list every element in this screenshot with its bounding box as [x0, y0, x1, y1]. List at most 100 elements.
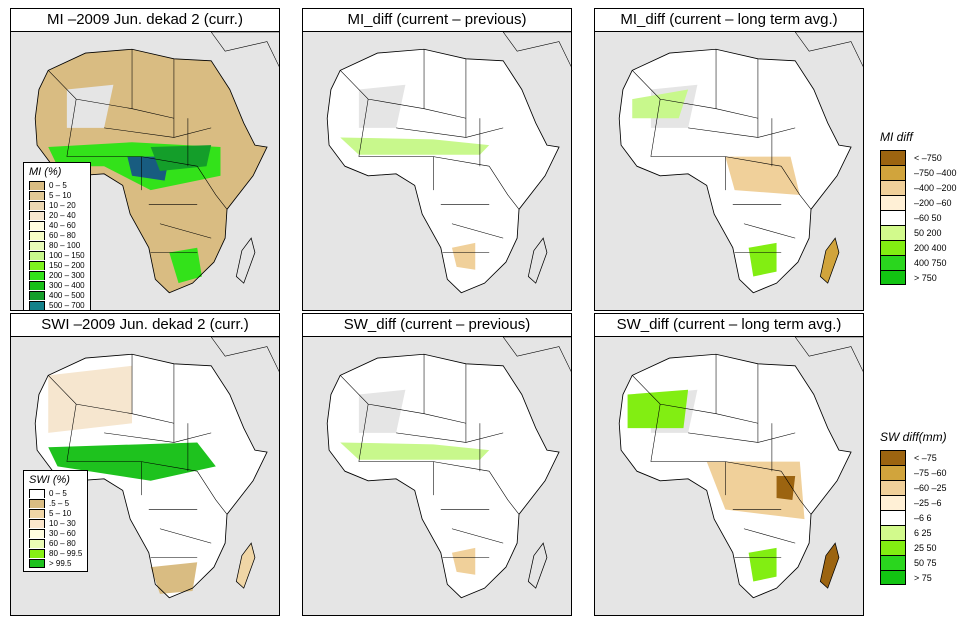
legend-item: < –750	[880, 150, 957, 165]
legend-swatch	[880, 210, 906, 225]
legend-swatch	[880, 480, 906, 495]
panel-title: MI_diff (current – long term avg.)	[594, 8, 864, 32]
legend-label: 5 – 10	[49, 508, 72, 518]
legend-item: > 700	[29, 310, 85, 311]
legend-item: 50 200	[880, 225, 957, 240]
legend-label: –400 –200	[914, 182, 957, 193]
legend-label: 200 – 300	[49, 270, 85, 280]
legend-label: .5 – 5	[49, 498, 70, 508]
legend-label: –60 50	[914, 212, 942, 223]
legend-item: > 750	[880, 270, 957, 285]
legend-item: 100 – 150	[29, 250, 85, 260]
legend-label: > 750	[914, 272, 937, 283]
legend-swatch	[880, 510, 906, 525]
legend-label: 0 – 5	[49, 180, 67, 190]
sw-diff-legend: SW diff(mm) < –75 –75 –60 –60 –25 –25 –6 –6 …	[880, 430, 947, 585]
legend-label: 200 400	[914, 242, 947, 253]
legend-label: 150 – 200	[49, 260, 85, 270]
legend-label: 20 – 40	[49, 210, 76, 220]
legend-swatch	[29, 548, 45, 558]
legend-item: 200 400	[880, 240, 957, 255]
africa-map	[302, 32, 572, 311]
legend-item: 60 – 80	[29, 538, 82, 548]
legend-label: 50 200	[914, 227, 942, 238]
legend-item: 300 – 400	[29, 280, 85, 290]
legend-item: 20 – 40	[29, 210, 85, 220]
legend-label: 500 – 700	[49, 300, 85, 310]
legend-item: –60 –25	[880, 480, 947, 495]
legend-swatch	[29, 508, 45, 518]
legend-label: < –75	[914, 452, 937, 463]
legend-item: > 99.5	[29, 558, 82, 568]
legend-swatch	[29, 210, 45, 220]
legend-label: 25 50	[914, 542, 937, 553]
legend-item: > 75	[880, 570, 947, 585]
legend-title: SWI (%)	[29, 474, 70, 486]
legend-swatch	[29, 190, 45, 200]
legend-label: 40 – 60	[49, 220, 76, 230]
legend-item: 30 – 60	[29, 528, 82, 538]
legend-label: –25 –6	[914, 497, 942, 508]
legend-item: 10 – 30	[29, 518, 82, 528]
legend-item: –75 –60	[880, 465, 947, 480]
sw-diff-legend-title: SW diff(mm)	[880, 430, 947, 444]
map-panel: SWI –2009 Jun. dekad 2 (curr.) SWI (%) 0 –…	[10, 313, 280, 616]
legend-label: > 75	[914, 572, 932, 583]
legend-item: 6 25	[880, 525, 947, 540]
legend-swatch	[880, 150, 906, 165]
legend-swatch	[29, 300, 45, 310]
legend-label: –750 –400	[914, 167, 957, 178]
mi-diff-legend: MI diff < –750 –750 –400 –400 –200 –200 –60…	[880, 130, 957, 285]
mi-diff-legend-title: MI diff	[880, 130, 913, 144]
legend-item: 5 – 10	[29, 190, 85, 200]
map-panel: MI –2009 Jun. dekad 2 (curr.) MI (%) 0 – 5…	[10, 8, 280, 311]
legend-swatch	[880, 195, 906, 210]
legend-label: > 99.5	[49, 558, 72, 568]
map-panel: SW_diff (current – previous)	[302, 313, 572, 616]
legend-label: < –750	[914, 152, 942, 163]
legend-swatch	[880, 570, 906, 585]
legend-title: MI (%)	[29, 166, 62, 178]
legend-item: 0 – 5	[29, 180, 85, 190]
legend-item: < –75	[880, 450, 947, 465]
legend-item: 60 – 80	[29, 230, 85, 240]
legend-label: 5 – 10	[49, 190, 72, 200]
africa-map	[594, 337, 864, 616]
legend-swatch	[880, 555, 906, 570]
legend-item: –60 50	[880, 210, 957, 225]
legend-swatch	[29, 270, 45, 280]
legend-label: 300 – 400	[49, 280, 85, 290]
legend-item: 400 750	[880, 255, 957, 270]
legend-swatch	[880, 180, 906, 195]
legend-swatch	[880, 240, 906, 255]
legend-swatch	[29, 200, 45, 210]
legend-swatch	[29, 538, 45, 548]
legend-item: –200 –60	[880, 195, 957, 210]
map-panel: SW_diff (current – long term avg.)	[594, 313, 864, 616]
legend-item: 25 50	[880, 540, 947, 555]
legend-label: 400 – 500	[49, 290, 85, 300]
legend-item: 80 – 99.5	[29, 548, 82, 558]
legend-label: 6 25	[914, 527, 932, 538]
africa-map	[302, 337, 572, 616]
legend-label: 30 – 60	[49, 528, 76, 538]
legend-label: –200 –60	[914, 197, 952, 208]
legend-swatch	[880, 270, 906, 285]
legend-swatch	[29, 280, 45, 290]
legend-item: 200 – 300	[29, 270, 85, 280]
legend-item: 10 – 20	[29, 200, 85, 210]
legend-item: 80 – 100	[29, 240, 85, 250]
legend-label: 400 750	[914, 257, 947, 268]
map-panel: MI_diff (current – long term avg.)	[594, 8, 864, 311]
legend-swatch	[29, 290, 45, 300]
legend-item: 150 – 200	[29, 260, 85, 270]
map-panel: MI_diff (current – previous)	[302, 8, 572, 311]
legend-label: 60 – 80	[49, 230, 76, 240]
legend-swatch	[29, 220, 45, 230]
legend-swatch	[880, 225, 906, 240]
legend-swatch	[29, 498, 45, 508]
legend-swatch	[880, 165, 906, 180]
